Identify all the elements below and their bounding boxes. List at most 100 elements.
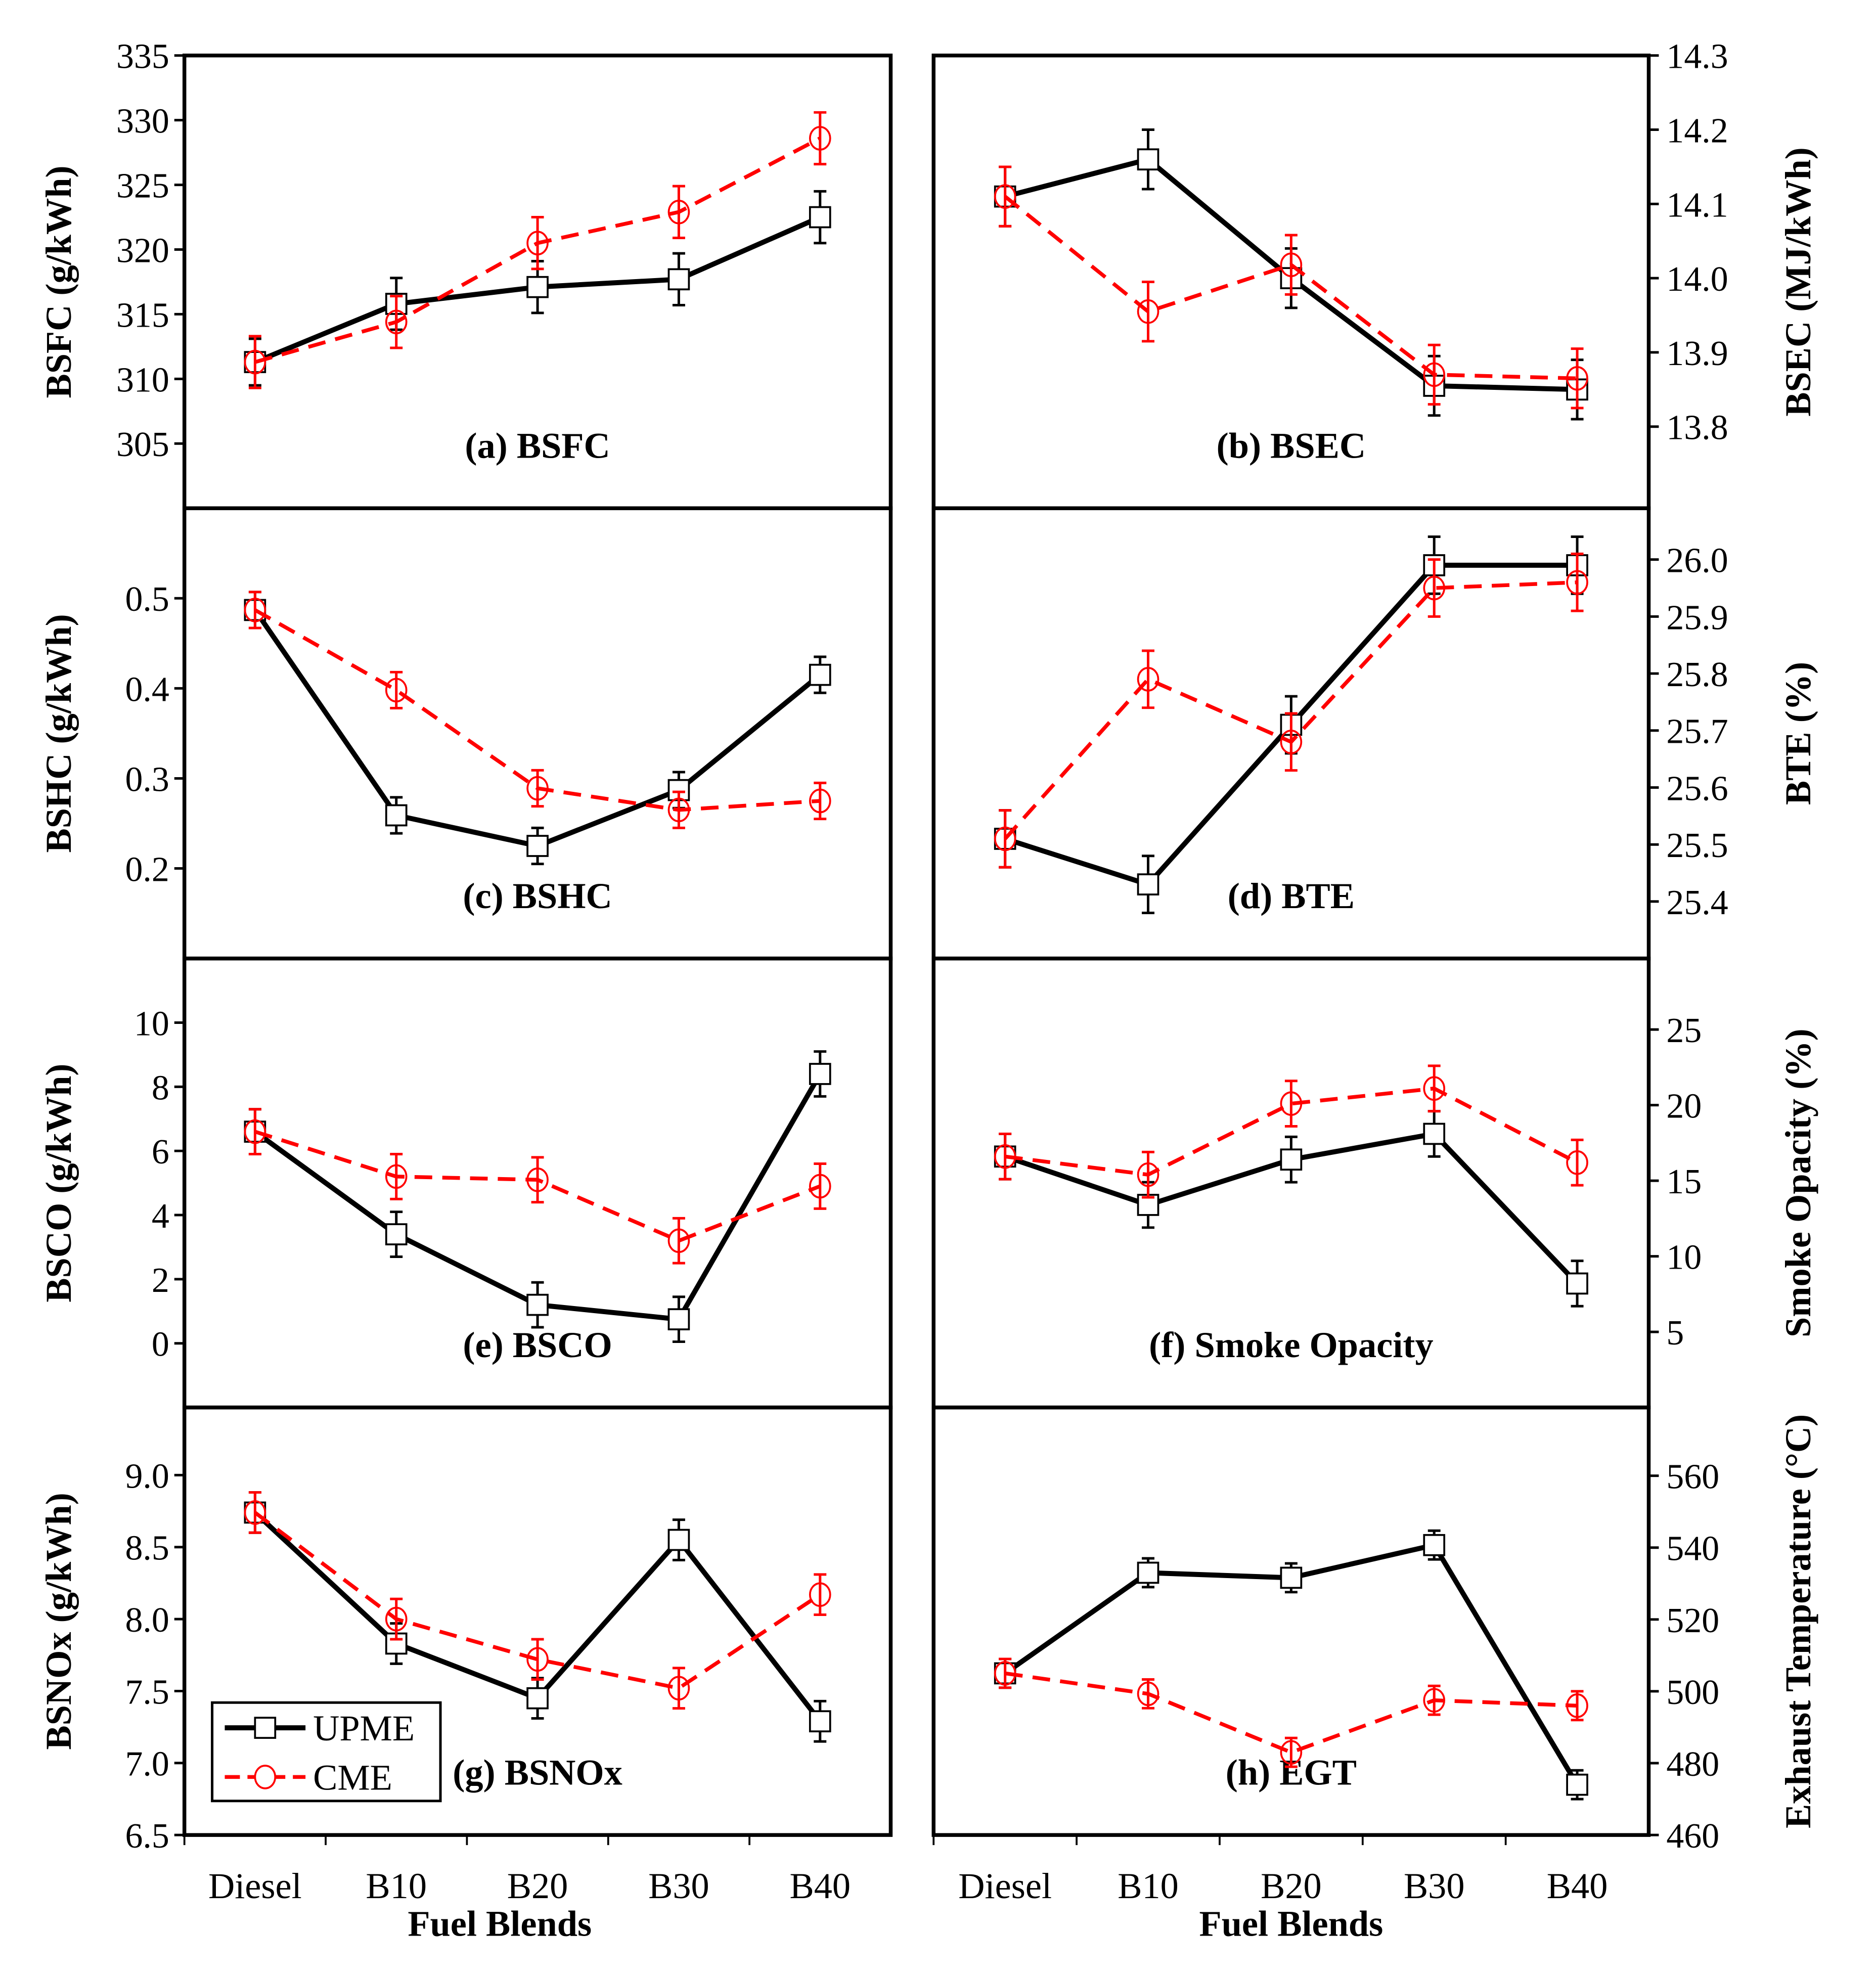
y-tick-label: 335 bbox=[116, 37, 169, 76]
data-point-CME bbox=[1280, 1740, 1303, 1765]
y-tick-label: 0.4 bbox=[125, 670, 169, 709]
y-tick-label: 520 bbox=[1666, 1601, 1719, 1640]
data-point-CME bbox=[1566, 1150, 1588, 1175]
data-point-CME bbox=[244, 1500, 266, 1525]
data-point-CME bbox=[1566, 366, 1588, 391]
y-tick-label: 0.3 bbox=[125, 760, 169, 799]
panel-title: (e) BSCO bbox=[463, 1325, 612, 1365]
y-tick-label: 25.8 bbox=[1666, 655, 1728, 694]
y-tick-label: 26.0 bbox=[1666, 542, 1728, 580]
data-point-CME bbox=[1423, 362, 1446, 387]
data-point-CME bbox=[1137, 299, 1159, 324]
panel-2: 13.8 13.9 14.0 14.1 14.2 14.3 BSEC (MJ/kWh) (b)… bbox=[931, 37, 1818, 510]
y-tick-label: 480 bbox=[1666, 1745, 1719, 1784]
data-point-CME bbox=[1137, 667, 1159, 692]
y-tick-label: 8.0 bbox=[125, 1601, 169, 1640]
y-axis-label: BSHC (g/kWh) bbox=[38, 614, 79, 852]
data-point-UPME bbox=[667, 1529, 690, 1551]
series-line-CME bbox=[1005, 1086, 1578, 1177]
panel-7: 6.5 7.0 7.5 8.0 8.5 9.0 BSNOx (g/kWh) (g) BSNOx… bbox=[38, 1405, 893, 1944]
y-tick-label: 5 bbox=[1666, 1314, 1684, 1353]
x-tick-label: Diesel bbox=[208, 1866, 302, 1906]
y-tick-label: 305 bbox=[116, 425, 169, 464]
x-tick-label: B10 bbox=[366, 1866, 427, 1906]
data-point-CME bbox=[526, 776, 549, 801]
panel-frame bbox=[931, 1405, 1651, 1837]
data-point-CME bbox=[994, 184, 1016, 209]
x-tick-label: B30 bbox=[648, 1866, 709, 1906]
data-point-CME bbox=[809, 126, 831, 151]
panel-3: 0.2 0.3 0.4 0.5 BSHC (g/kWh) (c) BSHC bbox=[38, 506, 893, 961]
data-point-CME bbox=[1280, 1091, 1303, 1116]
y-tick-label: 10 bbox=[134, 1004, 169, 1043]
x-tick-label: B40 bbox=[789, 1866, 851, 1906]
data-point-UPME bbox=[1280, 1148, 1303, 1171]
data-point-UPME bbox=[385, 1223, 408, 1245]
y-axis-label: BSEC (MJ/kWh) bbox=[1778, 147, 1818, 417]
y-tick-label: 320 bbox=[116, 231, 169, 270]
y-tick-label: 14.0 bbox=[1666, 260, 1728, 299]
data-point-CME bbox=[994, 826, 1016, 851]
data-point-UPME bbox=[526, 1687, 549, 1710]
data-point-UPME bbox=[1566, 1773, 1588, 1796]
data-point-CME bbox=[1423, 575, 1446, 601]
data-point-CME bbox=[667, 1228, 690, 1253]
data-point-UPME bbox=[1566, 1272, 1588, 1295]
data-point-UPME bbox=[809, 1710, 831, 1733]
y-axis-label: Smoke Opacity (%) bbox=[1778, 1028, 1818, 1337]
panel-8: 460 480 500 520 540 560 Exhaust Temperature (°… bbox=[931, 1405, 1818, 1944]
data-point-UPME bbox=[809, 206, 831, 229]
panel-5: 0 2 4 6 8 10 BSCO (g/kWh) (e) BSCO bbox=[38, 956, 893, 1410]
data-point-CME bbox=[244, 598, 266, 622]
legend-label-UPME: UPME bbox=[313, 1708, 415, 1748]
y-tick-label: 25.7 bbox=[1666, 712, 1728, 751]
data-point-UPME bbox=[526, 1293, 549, 1316]
panel-1: 305 310 315 320 325 330 335 BSFC (g/kWh) (a) BSF… bbox=[38, 37, 893, 510]
y-tick-label: 25.9 bbox=[1666, 598, 1728, 637]
y-axis-label: BSFC (g/kWh) bbox=[38, 165, 79, 398]
data-point-UPME bbox=[1137, 1561, 1159, 1584]
y-tick-label: 9.0 bbox=[125, 1457, 169, 1496]
y-tick-label: 560 bbox=[1666, 1458, 1719, 1497]
y-tick-label: 10 bbox=[1666, 1238, 1702, 1277]
panel-title: (b) BSEC bbox=[1217, 425, 1366, 466]
data-point-CME bbox=[667, 797, 690, 823]
y-axis-label: BSCO (g/kWh) bbox=[38, 1063, 79, 1302]
data-point-UPME bbox=[809, 1063, 831, 1085]
panel-frame bbox=[182, 1405, 893, 1837]
data-point-CME bbox=[1566, 570, 1588, 595]
data-point-CME bbox=[526, 1167, 549, 1192]
data-point-UPME bbox=[1280, 1566, 1303, 1589]
data-point-CME bbox=[385, 1606, 408, 1632]
data-point-CME bbox=[1137, 1162, 1159, 1187]
x-tick-label: Diesel bbox=[958, 1866, 1052, 1906]
data-point-CME bbox=[809, 1582, 831, 1607]
data-point-CME bbox=[1137, 1681, 1159, 1707]
y-tick-label: 25 bbox=[1666, 1011, 1702, 1050]
y-tick-label: 8.5 bbox=[125, 1529, 169, 1568]
panel-title: (g) BSNOx bbox=[453, 1752, 622, 1792]
data-point-CME bbox=[667, 1676, 690, 1701]
series-line-UPME bbox=[253, 608, 822, 849]
legend-marker-UPME bbox=[254, 1717, 277, 1739]
data-point-UPME bbox=[1423, 1123, 1446, 1145]
legend: UPME CME bbox=[211, 1701, 442, 1803]
data-point-CME bbox=[385, 1164, 408, 1189]
y-tick-label: 315 bbox=[116, 296, 169, 335]
data-point-CME bbox=[1423, 1688, 1446, 1713]
panel-title: (d) BTE bbox=[1228, 876, 1355, 916]
data-point-CME bbox=[385, 678, 408, 703]
y-tick-label: 25.4 bbox=[1666, 883, 1728, 922]
y-tick-label: 310 bbox=[116, 361, 169, 399]
data-point-UPME bbox=[1423, 1534, 1446, 1556]
y-tick-label: 460 bbox=[1666, 1817, 1719, 1856]
x-axis-label: Fuel Blends bbox=[1199, 1904, 1383, 1944]
series-line-CME bbox=[1005, 1671, 1578, 1755]
panel-4: 25.4 25.5 25.6 25.7 25.8 25.9 26.0 BTE (%) (d) B… bbox=[931, 506, 1818, 961]
y-tick-label: 7.5 bbox=[125, 1673, 169, 1712]
data-point-CME bbox=[1280, 729, 1303, 754]
x-tick-label: B10 bbox=[1118, 1866, 1179, 1906]
data-point-UPME bbox=[1137, 873, 1159, 895]
panel-title: (f) Smoke Opacity bbox=[1149, 1325, 1433, 1365]
data-point-CME bbox=[809, 788, 831, 814]
